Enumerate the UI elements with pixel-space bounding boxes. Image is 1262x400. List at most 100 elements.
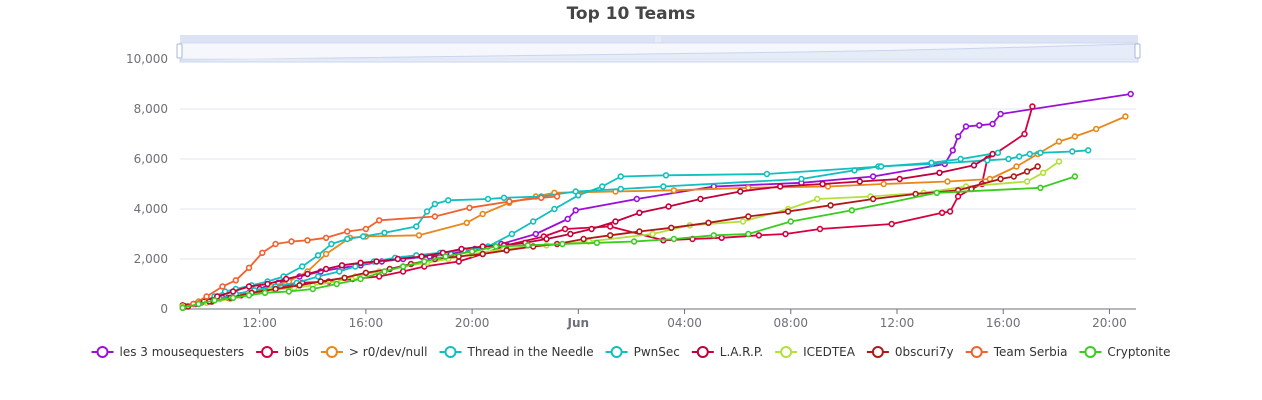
data-point[interactable]	[755, 232, 763, 239]
data-point[interactable]	[551, 205, 558, 213]
legend-item[interactable]: L.A.R.P.	[691, 345, 763, 359]
data-point[interactable]	[976, 122, 983, 129]
data-point[interactable]	[962, 123, 970, 130]
series-line[interactable]	[182, 195, 558, 309]
data-point[interactable]	[814, 195, 821, 203]
data-point[interactable]	[1071, 173, 1079, 180]
data-point[interactable]	[633, 195, 640, 203]
data-point[interactable]	[710, 232, 717, 239]
data-point[interactable]	[997, 175, 1004, 183]
data-point[interactable]	[816, 225, 824, 233]
data-point[interactable]	[344, 235, 351, 243]
data-point[interactable]	[373, 258, 380, 265]
data-point[interactable]	[360, 233, 367, 240]
data-point[interactable]	[567, 230, 574, 238]
data-point[interactable]	[299, 263, 306, 270]
data-point[interactable]	[856, 178, 863, 185]
data-point[interactable]	[782, 230, 789, 238]
series-line[interactable]	[182, 175, 1076, 309]
data-point[interactable]	[824, 183, 832, 190]
data-point[interactable]	[559, 240, 566, 248]
data-point[interactable]	[938, 209, 946, 217]
legend-item[interactable]: Thread in the Needle	[439, 345, 594, 359]
data-point[interactable]	[1026, 150, 1034, 158]
data-zoom-grip-icon[interactable]: |||	[655, 36, 661, 43]
data-point[interactable]	[543, 235, 550, 243]
data-point[interactable]	[399, 268, 407, 275]
data-point[interactable]	[670, 235, 678, 243]
data-point[interactable]	[341, 274, 348, 281]
data-point[interactable]	[357, 259, 364, 266]
data-point[interactable]	[617, 173, 624, 180]
data-point[interactable]	[272, 240, 279, 248]
data-point[interactable]	[970, 162, 978, 169]
data-point[interactable]	[309, 285, 316, 293]
data-point[interactable]	[288, 238, 295, 245]
data-point[interactable]	[259, 249, 266, 257]
data-point[interactable]	[564, 215, 571, 223]
data-point[interactable]	[946, 208, 954, 215]
data-point[interactable]	[572, 207, 579, 214]
data-point[interactable]	[381, 268, 388, 275]
data-point[interactable]	[936, 169, 943, 177]
data-point[interactable]	[954, 193, 962, 200]
data-point[interactable]	[264, 280, 271, 288]
data-point[interactable]	[232, 277, 240, 284]
data-point[interactable]	[537, 194, 545, 202]
legend-item[interactable]: PwnSec	[605, 345, 680, 359]
data-point[interactable]	[431, 213, 439, 220]
data-point[interactable]	[670, 187, 678, 194]
data-point[interactable]	[630, 238, 638, 245]
data-point[interactable]	[819, 180, 826, 188]
legend-item[interactable]: 0bscuri7y	[866, 345, 954, 359]
data-point[interactable]	[593, 239, 601, 247]
data-point[interactable]	[718, 234, 725, 242]
data-point[interactable]	[479, 250, 486, 258]
data-point[interactable]	[245, 283, 253, 290]
data-point[interactable]	[344, 228, 351, 235]
data-point[interactable]	[1092, 125, 1100, 133]
legend-item[interactable]: ICEDTEA	[775, 345, 856, 359]
data-point[interactable]	[1023, 178, 1031, 185]
data-point[interactable]	[508, 230, 516, 238]
data-point[interactable]	[423, 208, 431, 215]
data-point[interactable]	[466, 204, 473, 212]
data-point[interactable]	[314, 273, 322, 280]
data-point[interactable]	[737, 188, 744, 195]
data-point[interactable]	[463, 219, 470, 227]
data-point[interactable]	[317, 278, 324, 285]
data-point[interactable]	[636, 209, 643, 217]
data-point[interactable]	[660, 183, 667, 190]
data-point[interactable]	[944, 178, 951, 185]
data-point[interactable]	[376, 273, 383, 280]
data-point[interactable]	[665, 203, 672, 210]
legend-item[interactable]: les 3 mousequesters	[91, 345, 245, 359]
data-point[interactable]	[575, 192, 582, 199]
data-point[interactable]	[928, 159, 935, 167]
data-point[interactable]	[229, 288, 237, 295]
data-point[interactable]	[195, 300, 202, 308]
data-zoom-left-handle[interactable]	[176, 43, 183, 59]
data-point[interactable]	[763, 170, 771, 178]
data-point[interactable]	[304, 237, 311, 244]
data-point[interactable]	[322, 234, 330, 242]
data-point[interactable]	[1055, 138, 1063, 145]
data-point[interactable]	[798, 175, 805, 183]
data-point[interactable]	[776, 183, 784, 190]
series-line[interactable]	[182, 115, 1126, 308]
data-point[interactable]	[896, 175, 903, 183]
data-point[interactable]	[503, 247, 510, 254]
data-point[interactable]	[1010, 173, 1017, 180]
data-point[interactable]	[500, 194, 508, 202]
data-point[interactable]	[399, 263, 407, 270]
legend-item[interactable]: Team Serbia	[965, 345, 1068, 359]
data-point[interactable]	[455, 258, 462, 265]
data-point[interactable]	[606, 232, 614, 239]
data-point[interactable]	[598, 183, 606, 190]
data-point[interactable]	[739, 218, 747, 225]
data-point[interactable]	[203, 293, 210, 300]
data-point[interactable]	[418, 253, 425, 260]
data-point[interactable]	[957, 155, 964, 163]
data-point[interactable]	[524, 242, 532, 249]
series-line[interactable]	[182, 160, 1060, 308]
